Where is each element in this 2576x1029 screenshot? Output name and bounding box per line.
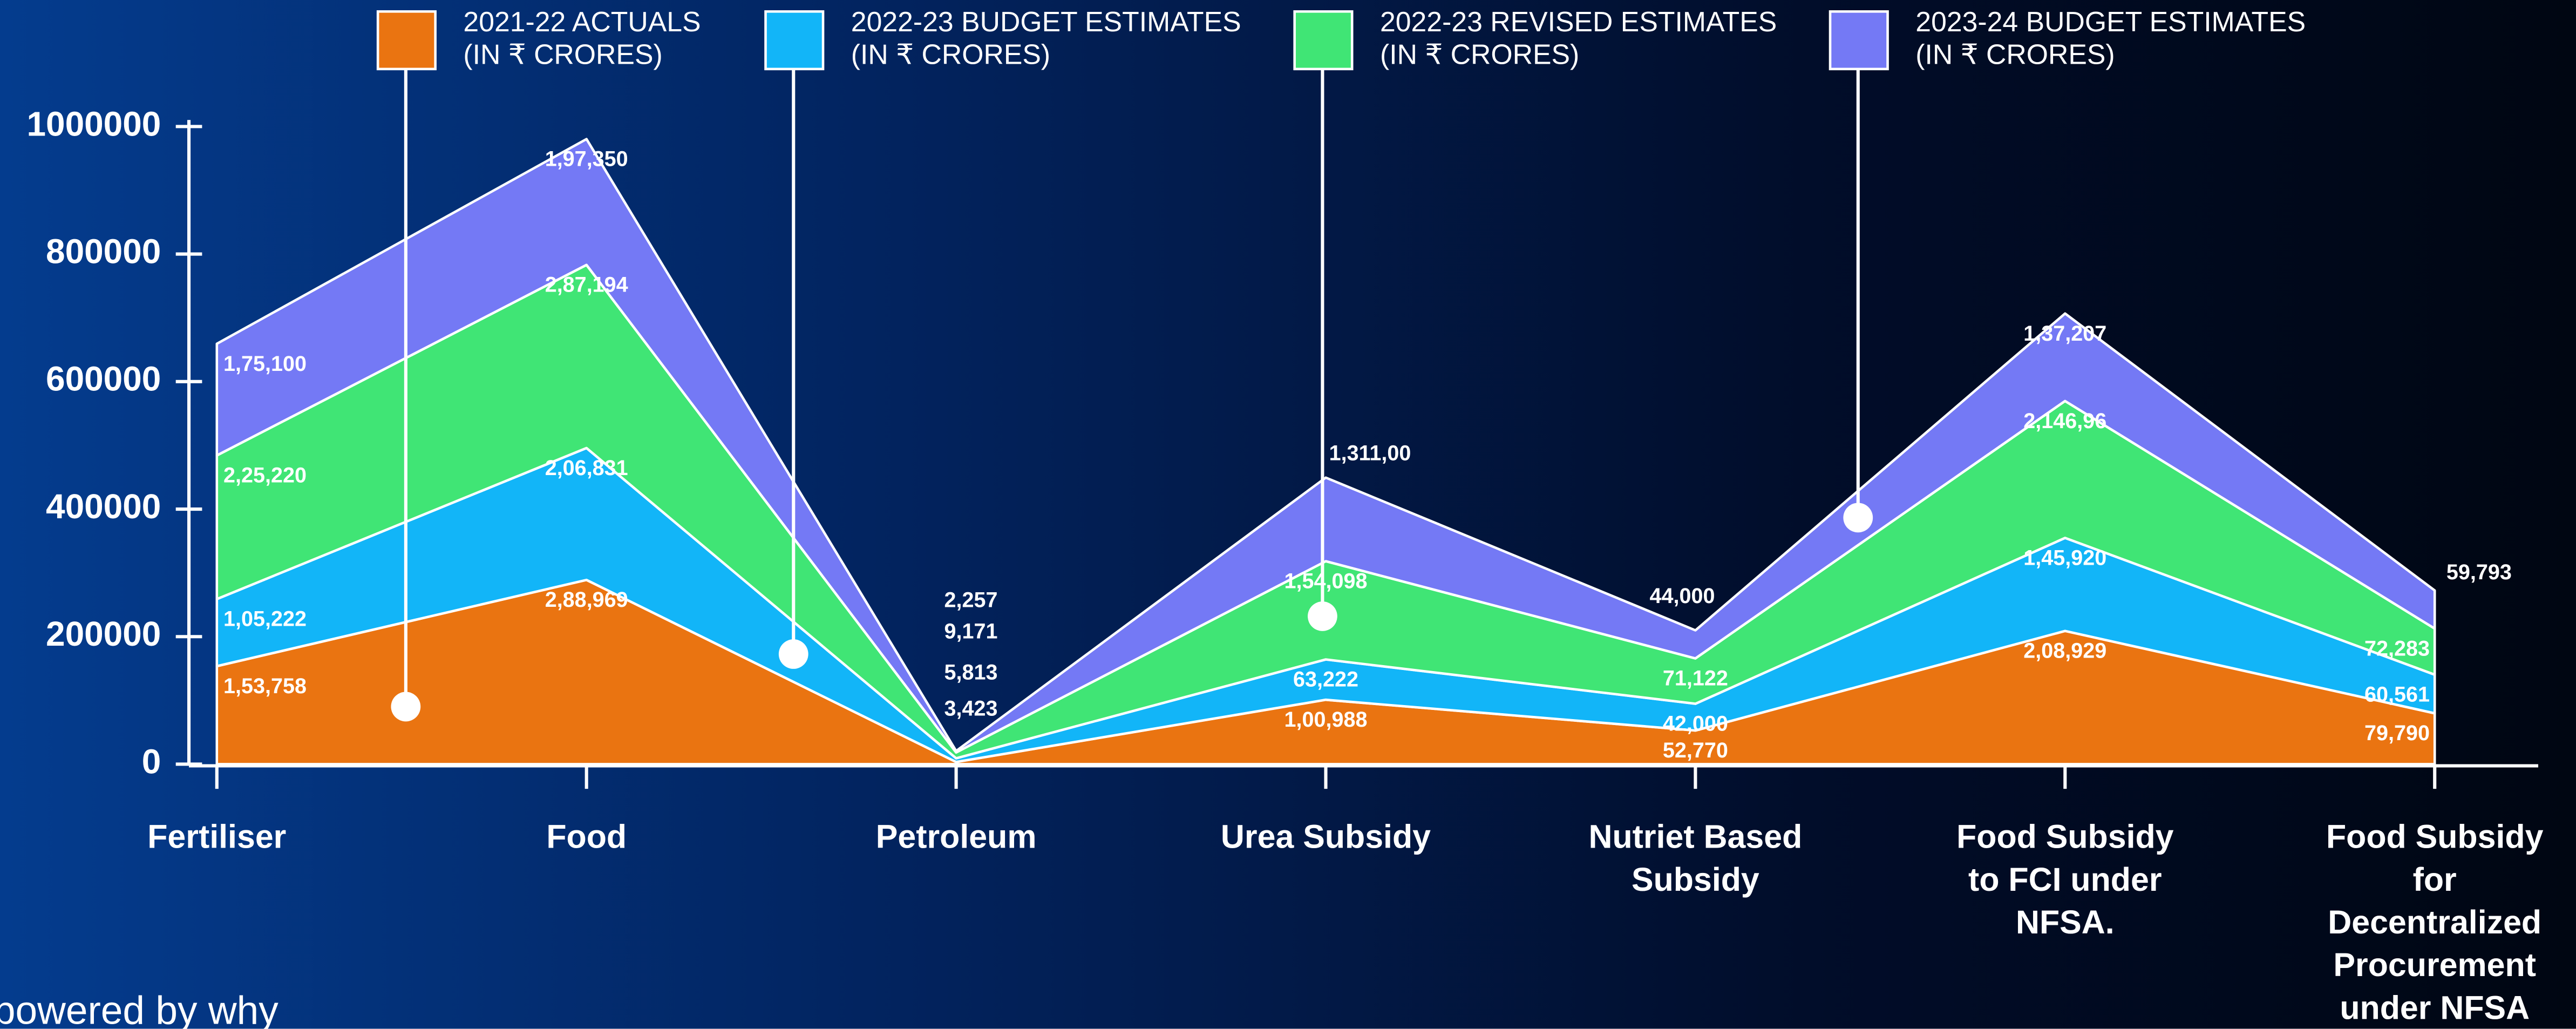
- y-tick-label: 200000: [46, 614, 161, 653]
- legend-pin-dot: [778, 639, 808, 669]
- value-label: 79,790: [2364, 721, 2430, 745]
- value-label: 2,88,969: [545, 588, 628, 612]
- value-label: 2,87,194: [545, 273, 628, 297]
- x-tick-label: Food Subsidy for Decentralized Procureme…: [2326, 820, 2544, 1027]
- value-label: 72,283: [2364, 637, 2430, 660]
- value-label: 1,97,350: [545, 147, 628, 171]
- y-tick-label: 0: [142, 742, 161, 781]
- legend-label: 2021-22 ACTUALS (IN ₹ CRORES): [463, 6, 701, 71]
- x-tick-label: Food: [546, 820, 627, 856]
- x-tick-label: Urea Subsidy: [1220, 820, 1431, 856]
- value-label: 52,770: [1663, 739, 1728, 762]
- value-label: 59,793: [2446, 560, 2512, 584]
- value-label: 44,000: [1650, 584, 1715, 608]
- value-label: 5,813: [944, 660, 997, 684]
- legend-swatch: [376, 10, 437, 71]
- x-tick-label: Fertiliser: [147, 820, 287, 856]
- value-label: 1,37,207: [2023, 322, 2106, 346]
- footer: powered by why: [0, 989, 278, 1029]
- value-label: 71,122: [1663, 667, 1728, 690]
- value-label: 1,311,00: [1329, 442, 1411, 465]
- value-label: 1,05,222: [223, 607, 307, 631]
- value-label: 63,222: [1293, 668, 1358, 692]
- value-label: 60,561: [2364, 683, 2430, 707]
- legend-label: 2022-23 REVISED ESTIMATES (IN ₹ CRORES): [1379, 6, 1777, 71]
- value-label: 1,54,098: [1284, 570, 1368, 593]
- legend-label: 2023-24 BUDGET ESTIMATES (IN ₹ CRORES): [1915, 6, 2306, 71]
- x-tick-label: Nutriet Based Subsidy: [1588, 820, 1803, 899]
- value-label: 3,423: [944, 696, 997, 720]
- legend-label: 2022-23 BUDGET ESTIMATES (IN ₹ CRORES): [851, 6, 1241, 71]
- value-label: 9,171: [944, 619, 997, 643]
- legend-pin-dot: [1308, 601, 1337, 631]
- y-tick-label: 600000: [46, 360, 161, 398]
- y-tick-label: 1000000: [27, 104, 161, 143]
- value-label: 2,06,831: [545, 456, 628, 480]
- value-label: 2,25,220: [223, 464, 307, 488]
- legend-swatch: [1293, 10, 1354, 71]
- x-tick-label: Petroleum: [875, 820, 1037, 856]
- area: [215, 138, 2436, 754]
- legend-swatch: [1829, 10, 1889, 71]
- legend-pin-dot: [391, 692, 421, 722]
- value-label: 42,000: [1663, 712, 1728, 736]
- legend-swatch: [764, 10, 825, 71]
- value-label: 2,257: [944, 588, 997, 612]
- legend-pin-dot: [1843, 503, 1873, 533]
- value-label: 1,53,758: [223, 674, 307, 698]
- value-label: 2,146,96: [2023, 409, 2106, 433]
- value-label: 1,75,100: [223, 352, 307, 376]
- x-tick-label: Food Subsidy to FCI under NFSA.: [1956, 820, 2174, 942]
- value-label: 1,45,920: [2023, 546, 2106, 570]
- y-tick-label: 800000: [46, 232, 161, 270]
- value-label: 2,08,929: [2023, 639, 2106, 663]
- value-label: 1,00,988: [1284, 708, 1368, 732]
- y-tick-label: 400000: [46, 487, 161, 526]
